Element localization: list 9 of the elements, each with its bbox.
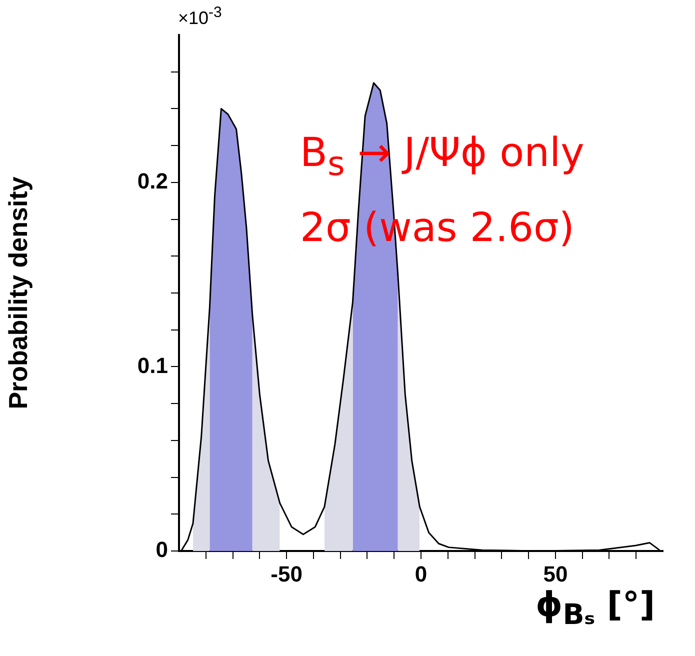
y-tick-label: 0 [156,537,168,562]
x-tick-label: 50 [543,561,568,586]
x-axis-title: ϕ$_{Bₛ}$ [°] [536,585,655,631]
y-tick-label: 0.2 [137,168,168,194]
text: ×10$^{-3}$ [178,4,222,29]
x-tick-label: 0 [414,561,428,586]
y-axis-title: Probability density [2,176,33,410]
y-tick-label: 0.1 [137,352,168,378]
x-tick-label: -50 [270,561,302,586]
